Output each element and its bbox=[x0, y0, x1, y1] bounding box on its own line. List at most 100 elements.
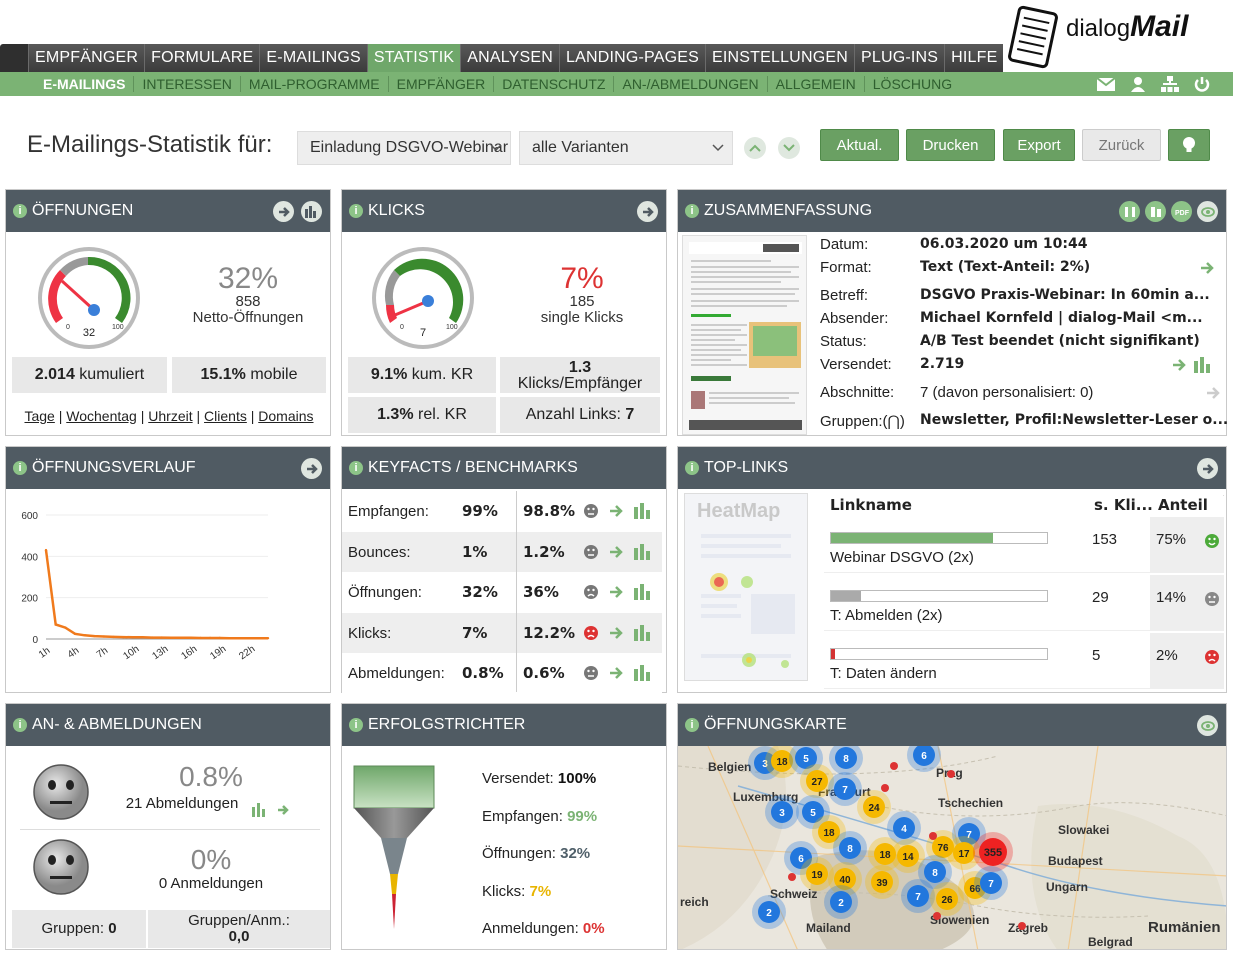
info-icon[interactable]: i bbox=[349, 461, 363, 475]
map-cluster[interactable] bbox=[806, 863, 828, 885]
link-name[interactable]: T: Abmelden (2x) bbox=[830, 607, 943, 624]
map-cluster[interactable] bbox=[932, 836, 954, 858]
map-cluster[interactable] bbox=[830, 891, 852, 913]
subtab-datenschutz[interactable]: DATENSCHUTZ bbox=[493, 76, 613, 92]
info-icon[interactable]: i bbox=[685, 718, 699, 732]
arrow-right-icon[interactable] bbox=[273, 201, 294, 222]
tab-hilfe[interactable]: HILFE bbox=[944, 44, 1004, 72]
map-cluster[interactable] bbox=[806, 770, 828, 792]
arrow-right-icon[interactable] bbox=[1200, 261, 1214, 275]
info-icon[interactable]: i bbox=[349, 204, 363, 218]
bar-chart-icon[interactable] bbox=[634, 543, 654, 560]
arrow-right-icon[interactable] bbox=[1172, 358, 1186, 372]
map-cluster[interactable] bbox=[802, 801, 824, 823]
arrow-right-icon[interactable] bbox=[1206, 386, 1220, 400]
variant-select[interactable]: alle Varianten bbox=[519, 131, 733, 165]
map-cluster[interactable] bbox=[758, 901, 780, 923]
arrow-right-icon[interactable] bbox=[609, 626, 623, 640]
next-mailing-button[interactable] bbox=[778, 137, 800, 159]
map-cluster[interactable] bbox=[893, 817, 915, 839]
tab-empfaenger[interactable]: EMPFÄNGER bbox=[28, 44, 145, 72]
pdf-icon[interactable]: PDF bbox=[1171, 201, 1192, 222]
map-cluster[interactable] bbox=[818, 821, 840, 843]
arrow-right-icon[interactable] bbox=[609, 666, 623, 680]
info-icon[interactable]: i bbox=[13, 461, 27, 475]
email-preview-thumbnail[interactable] bbox=[682, 235, 807, 435]
subtab-an-abmeldungen[interactable]: AN-/ABMELDUNGEN bbox=[613, 76, 766, 92]
subtab-allgemein[interactable]: ALLGEMEIN bbox=[766, 76, 864, 92]
map-cluster[interactable] bbox=[913, 746, 935, 766]
link-clients[interactable]: Clients bbox=[204, 408, 247, 424]
subtab-interessen[interactable]: INTERESSEN bbox=[133, 76, 239, 92]
eye-icon[interactable] bbox=[1197, 715, 1218, 736]
map-cluster[interactable] bbox=[953, 842, 975, 864]
arrow-right-icon[interactable] bbox=[1197, 458, 1218, 479]
toplink-row[interactable]: T: Abmelden (2x) 29 14% bbox=[824, 575, 1224, 631]
compare-icon[interactable] bbox=[1119, 201, 1140, 222]
export-button[interactable]: Export bbox=[1003, 129, 1075, 161]
subtab-loeschung[interactable]: LÖSCHUNG bbox=[863, 76, 960, 92]
link-uhrzeit[interactable]: Uhrzeit bbox=[148, 408, 193, 424]
link-wochentag[interactable]: Wochentag bbox=[66, 408, 137, 424]
bar-chart-icon[interactable] bbox=[301, 201, 322, 222]
bar-chart-icon[interactable] bbox=[1194, 357, 1212, 373]
map-cluster[interactable] bbox=[839, 837, 861, 859]
map-cluster[interactable] bbox=[874, 843, 896, 865]
map-cluster[interactable] bbox=[897, 845, 919, 867]
mailing-select[interactable]: Einladung DSGVO-Webinar bbox=[297, 131, 511, 165]
bar-chart-icon[interactable] bbox=[252, 803, 268, 817]
refresh-button[interactable]: Aktual. bbox=[820, 129, 899, 161]
print-button[interactable]: Drucken bbox=[906, 129, 995, 161]
eye-icon[interactable] bbox=[1197, 201, 1218, 222]
map-cluster[interactable] bbox=[907, 885, 929, 907]
subtab-mail-programme[interactable]: MAIL-PROGRAMME bbox=[239, 76, 388, 92]
info-icon[interactable]: i bbox=[685, 204, 699, 218]
col-header-linkname[interactable]: Linkname bbox=[830, 496, 912, 514]
dialogmail-logo[interactable]: dialogMail eMarketing Systems bbox=[1000, 4, 1230, 70]
map-cluster[interactable] bbox=[834, 778, 856, 800]
bar-chart-icon[interactable] bbox=[634, 665, 654, 681]
map-cluster[interactable] bbox=[863, 796, 885, 818]
link-name[interactable]: T: Daten ändern bbox=[830, 665, 937, 682]
tab-formulare[interactable]: FORMULARE bbox=[144, 44, 260, 72]
previous-mailing-button[interactable] bbox=[744, 137, 766, 159]
mail-icon[interactable] bbox=[1097, 76, 1115, 92]
bar-chart-icon[interactable] bbox=[634, 584, 654, 600]
map-cluster[interactable] bbox=[771, 801, 793, 823]
info-icon[interactable]: i bbox=[13, 204, 27, 218]
toplink-row[interactable]: T: Daten ändern 5 2% bbox=[824, 633, 1224, 689]
subtab-e-mailings[interactable]: E-MAILINGS bbox=[43, 76, 126, 92]
map-cluster[interactable] bbox=[834, 868, 856, 890]
map-cluster[interactable] bbox=[924, 861, 946, 883]
tab-statistik[interactable]: STATISTIK bbox=[366, 44, 461, 72]
link-tage[interactable]: Tage bbox=[24, 408, 55, 424]
arrow-right-icon[interactable] bbox=[301, 458, 322, 479]
map-cluster[interactable] bbox=[835, 747, 857, 769]
map-cluster[interactable] bbox=[958, 823, 980, 845]
map-cluster[interactable] bbox=[754, 752, 776, 774]
split-icon[interactable] bbox=[1145, 201, 1166, 222]
map-cluster[interactable] bbox=[871, 871, 893, 893]
power-icon[interactable] bbox=[1193, 76, 1211, 92]
heatmap-thumbnail[interactable]: HeatMap bbox=[684, 493, 808, 681]
map-cluster[interactable] bbox=[936, 888, 958, 910]
col-header-share[interactable]: Anteil bbox=[1158, 496, 1208, 514]
tab-plug-ins[interactable]: PLUG-INS bbox=[853, 44, 945, 72]
arrow-right-icon[interactable] bbox=[609, 545, 623, 559]
info-icon[interactable]: i bbox=[685, 461, 699, 475]
info-icon[interactable]: i bbox=[13, 718, 27, 732]
arrow-right-icon[interactable] bbox=[637, 201, 658, 222]
tab-landing-pages[interactable]: LANDING-PAGES bbox=[559, 44, 705, 72]
map-cluster[interactable] bbox=[790, 847, 812, 869]
arrow-right-icon[interactable] bbox=[609, 585, 623, 599]
tab-einstellungen[interactable]: EINSTELLUNGEN bbox=[705, 44, 854, 72]
tab-analysen[interactable]: ANALYSEN bbox=[460, 44, 559, 72]
open-map[interactable]: BelgienLuxemburgFrankfurtTschechienPragS… bbox=[678, 746, 1227, 950]
back-button[interactable]: Zurück bbox=[1082, 129, 1161, 161]
bar-chart-icon[interactable] bbox=[634, 503, 654, 519]
arrow-right-icon[interactable] bbox=[609, 504, 623, 518]
toplink-row[interactable]: Webinar DSGVO (2x) 153 75% bbox=[824, 517, 1224, 573]
user-icon[interactable] bbox=[1129, 76, 1147, 92]
map-cluster[interactable] bbox=[771, 750, 793, 772]
link-name[interactable]: Webinar DSGVO (2x) bbox=[830, 549, 974, 566]
